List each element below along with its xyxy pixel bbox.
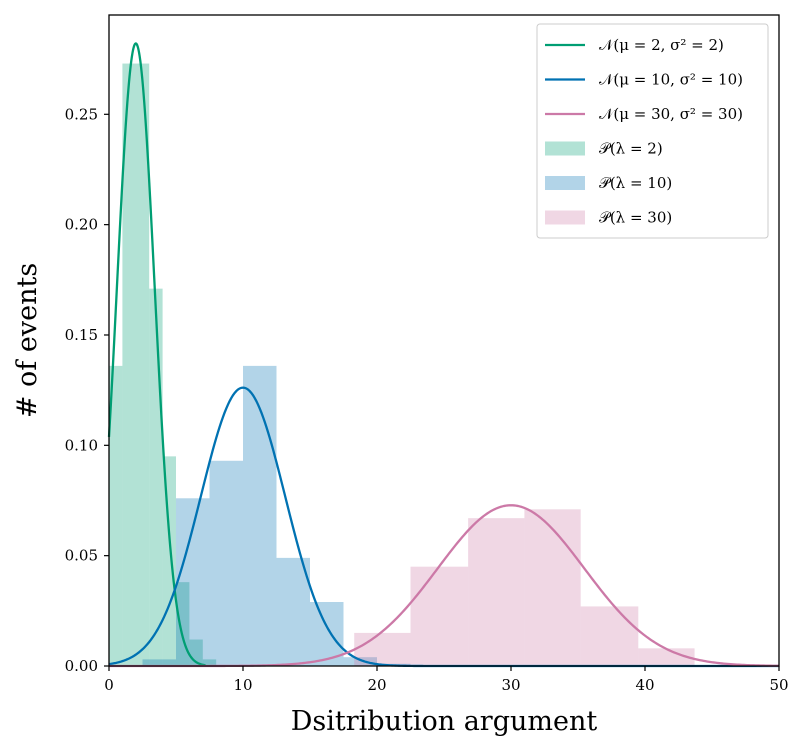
histogram-bar [142,659,176,666]
x-tick-label: 20 [367,676,386,694]
histogram-bar [638,648,695,666]
legend: 𝒩(μ = 2, σ² = 2) 𝒩(μ = 10, σ² = 10) 𝒩(μ = … [536,23,769,239]
histogram-bar [149,288,163,666]
legend-box [536,23,769,239]
y-tick-label: 0.10 [65,436,98,454]
legend-swatch-patch [545,210,585,225]
x-tick-label: 10 [233,676,252,694]
histogram-bar [580,606,639,666]
histogram-bar [243,365,277,666]
x-tick-label: 30 [501,676,520,694]
normal-curve-line [107,42,206,667]
plot-frame [108,14,780,667]
histogram-bar [202,659,217,666]
x-axis-label: Dsitribution argument [291,706,598,737]
x-ticks: 0 10 20 30 40 50 [104,666,789,694]
histogram-bar [109,365,123,666]
histogram-bar [176,498,210,666]
histogram-bar [468,518,525,666]
x-tick-label: 40 [635,676,654,694]
histogram-bar [524,509,581,666]
x-tick-label: 0 [104,676,114,694]
y-tick-label: 0.20 [65,216,98,234]
histogram-bar [162,456,176,666]
legend-label: 𝒫(λ = 30) [599,209,672,227]
y-ticks: 0.00 0.05 0.10 0.15 0.20 0.25 [65,105,109,675]
legend-swatch-patch [545,176,585,190]
legend-label: 𝒩(μ = 30, σ² = 30) [599,105,743,123]
y-axis-label: # of events [12,263,43,418]
legend-label: 𝒩(μ = 2, σ² = 2) [599,36,724,54]
x-tick-label: 50 [769,676,788,694]
legend-label: 𝒫(λ = 10) [599,174,672,192]
legend-swatch-patch [545,141,585,156]
histogram-bar [343,657,377,666]
histogram-bar [122,63,150,667]
histogram-bar [276,557,310,666]
y-tick-label: 0.15 [65,326,98,344]
histogram-bar [410,566,469,666]
y-tick-label: 0.05 [65,547,98,565]
legend-label: 𝒩(μ = 10, σ² = 10) [599,71,743,89]
y-tick-label: 0.25 [65,105,98,123]
histogram-bar [209,460,243,666]
y-tick-label: 0.00 [65,657,98,675]
legend-label: 𝒫(λ = 2) [599,140,663,158]
